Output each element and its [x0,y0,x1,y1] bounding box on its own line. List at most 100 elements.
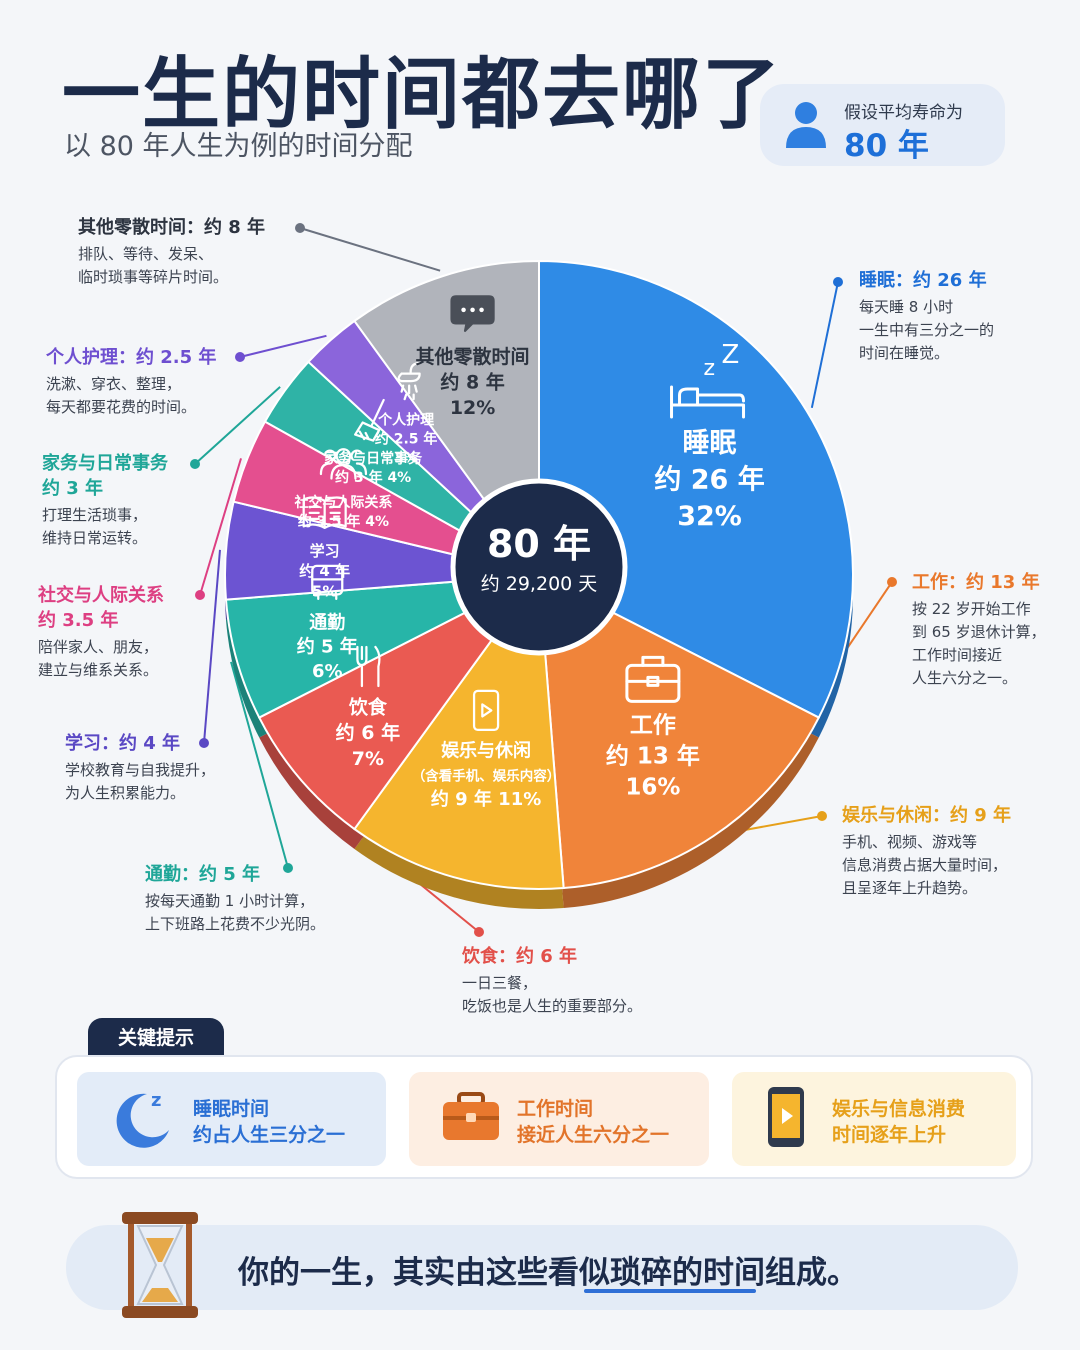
callout-desc: 陪伴家人、朋友， 建立与维系关系。 [38,636,164,682]
callout-title: 通勤：约 5 年 [145,864,261,885]
callout-line: 排队、等待、发呆、 [78,245,214,263]
callout-title: 个人护理：约 2.5 年 [46,347,217,368]
callout-line: 一生中有三分之一的 [859,321,995,339]
leader-dot-eating [474,927,484,937]
callout-desc: 打理生活琐事， 维持日常运转。 [42,504,168,550]
slice-commute [224,574,540,719]
callout-title: 睡眠：约 26 年 [859,270,987,291]
svg-text:z: z [151,1090,161,1111]
broom-icon [354,398,385,442]
callout-desc: 手机、视频、游戏等信息消费占据大量时间， 且呈逐年上升趋势。 [842,831,1011,900]
callout-line: 打理生活琐事， [42,506,148,524]
callout-title: 学习：约 4 年 [65,733,181,754]
hourglass-icon [122,1212,198,1318]
callout-care: 个人护理：约 2.5 年洗漱、穿衣、整理， 每天都要花费的时间。 [46,345,216,419]
tip-sleep-line2: 约占人生三分之一 [193,1124,346,1146]
lifespan-label: 假设平均寿命为 [844,103,963,123]
callout-title: 饮食：约 6 年 [462,946,578,967]
bus-icon [311,564,344,601]
slice-entertainment [353,572,565,890]
callout-line: 每天睡 8 小时 [859,298,954,316]
callout-work: 工作：约 13 年按 22 岁开始工作到 65 岁退休计算， 工作时间接近 人生六分… [912,570,1046,690]
people-icon [319,448,368,480]
callout-line: 人生六分之一。 [912,669,1018,687]
callout-line: 且呈逐年上升趋势。 [842,879,978,897]
slice-label-study: 学习约 4 年 5% [299,542,350,601]
callout-line: 学校教育与自我提升， [65,761,216,779]
phone-icon [472,689,500,732]
svg-text:z: z [704,356,716,381]
briefcase-icon [443,1092,499,1140]
callout-title: 约 3 年 [42,478,104,499]
leader-dot-care [235,352,245,362]
callout-title: 社交与人际关系 [38,585,164,606]
callout-line: 每天都要花费的时间。 [46,398,197,416]
leader-sleep [810,281,839,409]
callout-line: 一日三餐， [462,974,538,992]
pie-center: 80 年 约 29,200 天 [450,478,628,656]
callout-line: 工作时间接近 [912,646,1003,664]
callout-title: 家务与日常事务 [42,453,168,474]
leader-care [239,334,327,358]
page-subtitle: 以 80 年人生为例的时间分配 [64,131,413,162]
slice-work [537,573,821,890]
fork-knife-icon [356,645,381,688]
tip-sleep-line1: 睡眠时间 [193,1098,270,1120]
leader-dot-social [195,590,205,600]
callout-line: 上下班路上花费不少光阴。 [145,915,326,933]
leader-other [299,227,441,272]
callout-other: 其他零散时间：约 8 年排队、等待、发呆、 临时琐事等碎片时间。 [78,215,265,289]
callout-title: 其他零散时间：约 8 年 [78,217,266,238]
leader-housework [194,386,281,465]
center-total: 80 年 [487,522,591,566]
callout-desc: 每天睡 8 小时一生中有三分之一的 时间在睡觉。 [859,296,994,365]
callout-title: 娱乐与休闲：约 9 年 [842,805,1012,826]
briefcase-icon [625,655,681,703]
callout-line: 洗漱、穿衣、整理， [46,375,182,393]
callout-line: 为人生积累能力。 [65,784,186,802]
tip-entertainment-line1: 娱乐与信息消费 [832,1098,966,1120]
slice-eating [257,574,540,831]
book-icon [302,496,347,530]
moon-icon: z [116,1090,169,1148]
leader-dot-housework [190,459,200,469]
callout-desc: 按每天通勤 1 小时计算， 上下班路上花费不少光阴。 [145,890,325,936]
bottom-banner: 你的一生，其实由这些看似琐碎的时间组成。 [66,1225,1018,1310]
callout-line: 时间在睡觉。 [859,344,950,362]
callout-line: 建立与维系关系。 [38,661,159,679]
callout-social: 社交与人际关系约 3.5 年陪伴家人、朋友， 建立与维系关系。 [38,583,164,682]
tips-tab: 关键提示 [88,1018,224,1058]
callout-line: 手机、视频、游戏等 [842,833,978,851]
callout-title: 约 3.5 年 [38,610,119,631]
leader-study [203,549,221,744]
callout-line: 按每天通勤 1 小时计算， [145,892,315,910]
callout-line: 信息消费占据大量时间， [842,856,1008,874]
phone-icon [768,1087,804,1147]
svg-text:Z: Z [722,340,740,370]
slice-labels: 睡眠约 26 年 32% 工作约 13 年 16% 娱乐与休闲（含看手机、娱乐内容）约 … [293,345,764,810]
callout-study: 学习：约 4 年学校教育与自我提升， 为人生积累能力。 [65,731,215,805]
leader-dot-other [295,223,305,233]
callout-desc: 一日三餐， 吃饭也是人生的重要部分。 [462,972,642,1018]
slice-label-social: 社交与人际关系约 3.5 年 4% [293,494,392,530]
tip-entertainment: 娱乐与信息消费 时间逐年上升 [732,1072,1016,1166]
callout-eating: 饮食：约 6 年一日三餐， 吃饭也是人生的重要部分。 [462,944,642,1018]
tip-work-line2: 接近人生六分之一 [517,1124,670,1146]
lifespan-value: 80 年 [844,128,929,164]
callout-line: 临时琐事等碎片时间。 [78,268,229,286]
center-days: 约 29,200 天 [481,573,598,595]
chat-icon [450,295,495,332]
slice-label-eating: 饮食约 6 年 7% [336,695,400,769]
callout-housework: 家务与日常事务约 3 年打理生活琐事， 维持日常运转。 [42,451,168,550]
leader-dot-work [887,577,897,587]
banner-underline [584,1289,756,1293]
slice-label-entertainment: 娱乐与休闲（含看手机、娱乐内容）约 9 年 11% [412,739,561,810]
callout-commute: 通勤：约 5 年按每天通勤 1 小时计算， 上下班路上花费不少光阴。 [145,862,325,936]
callout-desc: 洗漱、穿衣、整理， 每天都要花费的时间。 [46,373,216,419]
leader-social [199,458,242,596]
leader-commute [230,661,289,869]
callout-desc: 按 22 岁开始工作到 65 岁退休计算， 工作时间接近 人生六分之一。 [912,598,1046,690]
callout-line: 陪伴家人、朋友， [38,638,159,656]
